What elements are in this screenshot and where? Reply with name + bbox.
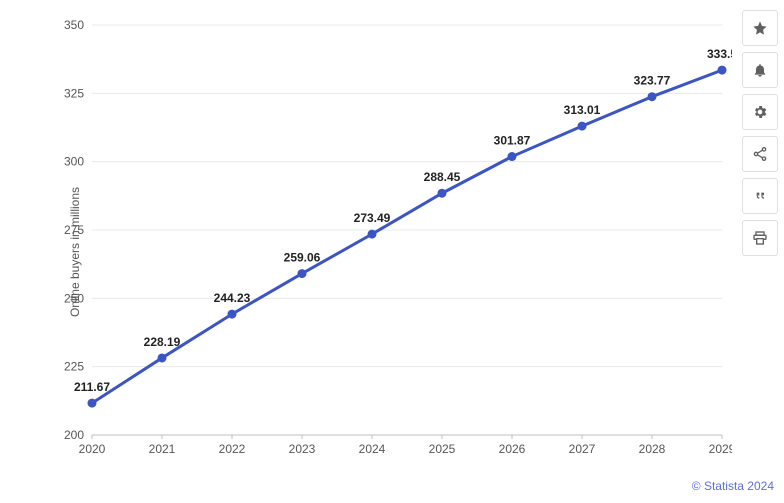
svg-text:2029: 2029 xyxy=(709,442,732,456)
print-button[interactable] xyxy=(742,220,778,256)
svg-text:273.49: 273.49 xyxy=(354,211,391,225)
chart-container: Online buyers in millions 20022525027530… xyxy=(0,0,740,503)
svg-text:2020: 2020 xyxy=(79,442,106,456)
svg-text:313.01: 313.01 xyxy=(564,103,601,117)
svg-text:2024: 2024 xyxy=(359,442,386,456)
line-chart: 200 225 250 275 300 325 350 2020 2021 2022 2023 202… xyxy=(52,5,732,465)
svg-text:250: 250 xyxy=(64,291,84,305)
svg-text:275: 275 xyxy=(64,223,84,237)
cite-button[interactable] xyxy=(742,178,778,214)
star-icon xyxy=(752,20,768,36)
settings-button[interactable] xyxy=(742,94,778,130)
svg-text:244.23: 244.23 xyxy=(214,291,251,305)
svg-text:2028: 2028 xyxy=(639,442,666,456)
svg-text:2026: 2026 xyxy=(499,442,526,456)
svg-text:2027: 2027 xyxy=(569,442,596,456)
quote-icon xyxy=(752,188,768,204)
svg-text:300: 300 xyxy=(64,155,84,169)
svg-text:323.77: 323.77 xyxy=(634,74,671,88)
svg-text:225: 225 xyxy=(64,360,84,374)
gear-icon xyxy=(752,104,768,120)
svg-text:211.67: 211.67 xyxy=(74,380,110,394)
svg-text:288.45: 288.45 xyxy=(424,170,461,184)
svg-text:325: 325 xyxy=(64,86,84,100)
svg-text:2025: 2025 xyxy=(429,442,456,456)
bell-icon xyxy=(752,62,768,78)
svg-text:350: 350 xyxy=(64,18,84,32)
favorite-button[interactable] xyxy=(742,10,778,46)
svg-text:2022: 2022 xyxy=(219,442,246,456)
print-icon xyxy=(752,230,768,246)
attribution-text[interactable]: © Statista 2024 xyxy=(692,479,774,493)
svg-text:259.06: 259.06 xyxy=(284,251,321,265)
svg-text:2021: 2021 xyxy=(149,442,176,456)
notify-button[interactable] xyxy=(742,52,778,88)
svg-text:2023: 2023 xyxy=(289,442,316,456)
svg-text:200: 200 xyxy=(64,428,84,442)
svg-text:333.5: 333.5 xyxy=(707,47,732,61)
share-icon xyxy=(752,146,768,162)
chart-toolbar xyxy=(742,10,778,256)
share-button[interactable] xyxy=(742,136,778,172)
svg-text:301.87: 301.87 xyxy=(494,134,531,148)
svg-text:228.19: 228.19 xyxy=(144,335,181,349)
